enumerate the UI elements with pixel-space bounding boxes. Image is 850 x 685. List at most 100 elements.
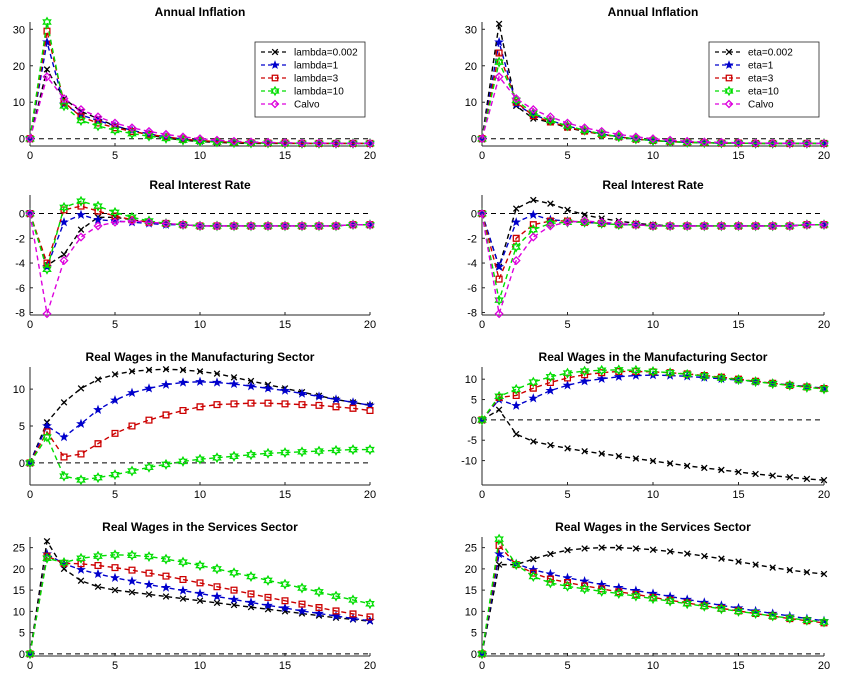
- series-line: [481, 75, 824, 145]
- x-tick-label: 15: [732, 660, 744, 672]
- series-line: [29, 75, 370, 145]
- data-point: [528, 571, 539, 583]
- data-point: [77, 385, 85, 392]
- data-point: [213, 599, 221, 607]
- data-point: [25, 209, 35, 219]
- data-point: [547, 550, 554, 558]
- legend: lambda=0.002 lambda=1 lambda=3 lambda=10 Cal…: [254, 41, 366, 118]
- data-point: [212, 135, 222, 145]
- data-point: [682, 221, 692, 231]
- y-tick-label: 0: [471, 649, 477, 661]
- data-point: [699, 600, 710, 612]
- data-point: [752, 470, 759, 478]
- data-point: [297, 138, 307, 148]
- x-tick-label: 5: [564, 660, 570, 672]
- data-point: [314, 608, 324, 618]
- data-point: [649, 546, 657, 554]
- data-point: [144, 579, 154, 589]
- data-point: [213, 583, 221, 591]
- data-point: [733, 374, 744, 386]
- y-tick-label: 20: [13, 564, 25, 576]
- y-tick-label: 5: [19, 421, 25, 433]
- data-point: [195, 588, 205, 598]
- data-point: [230, 400, 238, 408]
- data-point: [666, 460, 674, 467]
- data-point: [179, 595, 187, 602]
- data-point: [179, 406, 187, 415]
- data-point: [77, 450, 85, 458]
- x-tick-label: 5: [112, 660, 118, 672]
- x-tick-label: 10: [647, 489, 659, 501]
- data-point: [348, 220, 358, 230]
- panel-title: Real Wages in the Services Sector: [102, 520, 298, 534]
- x-tick-label: 15: [279, 150, 291, 162]
- x-tick-label: 5: [564, 319, 570, 331]
- series-line: [481, 213, 824, 314]
- data-point: [786, 474, 794, 481]
- data-point: [615, 544, 623, 551]
- data-point: [25, 134, 35, 144]
- data-point: [280, 137, 290, 149]
- data-point: [819, 616, 829, 628]
- data-point: [477, 648, 487, 660]
- data-point: [649, 457, 657, 465]
- series-line: [29, 554, 371, 655]
- legend-label: lambda=0.002: [294, 48, 358, 59]
- data-point: [76, 105, 86, 115]
- data-point: [77, 226, 85, 233]
- data-point: [495, 275, 503, 283]
- data-point: [93, 472, 103, 484]
- data-point: [93, 214, 103, 224]
- data-point: [331, 590, 341, 602]
- data-point: [263, 221, 273, 231]
- data-point: [665, 595, 675, 607]
- data-point: [195, 134, 205, 144]
- data-point: [246, 221, 256, 231]
- y-tick-label: 0: [471, 415, 477, 427]
- data-point: [145, 416, 153, 424]
- data-point: [43, 66, 51, 73]
- data-point: [110, 206, 120, 218]
- data-point: [785, 138, 795, 148]
- data-point: [93, 550, 103, 562]
- x-tick-label: 15: [279, 660, 291, 672]
- data-point: [564, 546, 571, 554]
- data-point: [614, 218, 624, 228]
- data-point: [579, 583, 590, 595]
- data-point: [76, 474, 86, 486]
- y-tick-label: 0: [19, 649, 25, 661]
- data-point: [820, 570, 828, 578]
- legend-marker: [725, 74, 733, 82]
- x-tick-label: 5: [564, 150, 570, 162]
- data-point: [111, 586, 119, 594]
- data-point: [297, 582, 307, 594]
- data-point: [512, 205, 520, 212]
- legend-label: eta=0.002: [748, 48, 793, 59]
- x-tick-label: 5: [112, 150, 118, 162]
- data-point: [76, 232, 86, 242]
- y-tick-label: 15: [465, 585, 477, 597]
- data-point: [632, 545, 640, 552]
- data-point: [178, 585, 188, 595]
- series-4: [25, 431, 375, 486]
- legend-label: Calvo: [748, 100, 774, 111]
- data-point: [111, 429, 119, 437]
- data-point: [331, 221, 341, 231]
- series-line: [29, 435, 370, 481]
- data-point: [298, 401, 306, 409]
- data-point: [528, 107, 539, 119]
- y-tick-label: -4: [467, 258, 477, 270]
- y-tick-label: 10: [465, 374, 477, 386]
- y-tick-label: 5: [471, 395, 477, 407]
- series-line: [29, 381, 371, 464]
- data-point: [59, 470, 69, 482]
- data-point: [511, 256, 521, 266]
- data-point: [110, 549, 120, 561]
- data-point: [195, 453, 205, 465]
- data-point: [213, 370, 221, 377]
- data-point: [331, 444, 341, 456]
- y-tick-label: -10: [461, 456, 477, 468]
- data-point: [280, 221, 290, 231]
- data-point: [161, 458, 171, 470]
- series-5: [477, 72, 829, 148]
